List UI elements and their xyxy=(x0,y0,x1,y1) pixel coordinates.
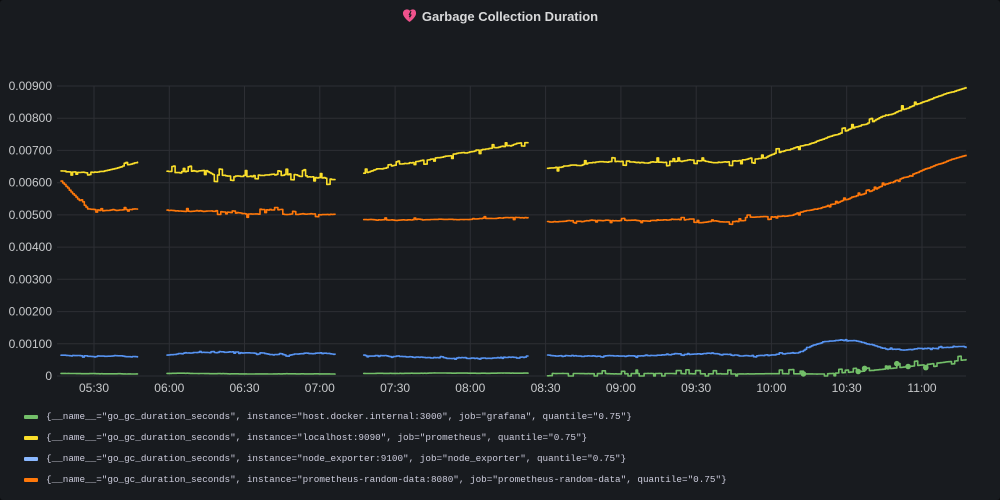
svg-text:08:30: 08:30 xyxy=(531,381,561,395)
svg-text:07:00: 07:00 xyxy=(305,381,335,395)
svg-text:0.00500: 0.00500 xyxy=(9,208,53,222)
svg-text:0.00900: 0.00900 xyxy=(9,79,53,93)
svg-text:05:30: 05:30 xyxy=(79,381,109,395)
svg-text:0.00300: 0.00300 xyxy=(9,272,53,286)
svg-text:09:00: 09:00 xyxy=(606,381,636,395)
svg-text:10:00: 10:00 xyxy=(756,381,786,395)
svg-text:09:30: 09:30 xyxy=(681,381,711,395)
svg-text:06:00: 06:00 xyxy=(154,381,184,395)
svg-text:07:30: 07:30 xyxy=(380,381,410,395)
svg-text:11:00: 11:00 xyxy=(907,381,936,395)
svg-text:10:30: 10:30 xyxy=(832,381,862,395)
svg-text:0: 0 xyxy=(45,369,52,383)
svg-text:0.00200: 0.00200 xyxy=(9,305,53,319)
svg-text:0.00100: 0.00100 xyxy=(9,337,53,351)
svg-text:0.00400: 0.00400 xyxy=(9,240,53,254)
svg-text:08:00: 08:00 xyxy=(455,381,485,395)
svg-text:0.00700: 0.00700 xyxy=(9,143,53,157)
svg-text:06:30: 06:30 xyxy=(229,381,259,395)
svg-text:0.00600: 0.00600 xyxy=(9,176,53,190)
svg-text:0.00800: 0.00800 xyxy=(9,111,53,125)
